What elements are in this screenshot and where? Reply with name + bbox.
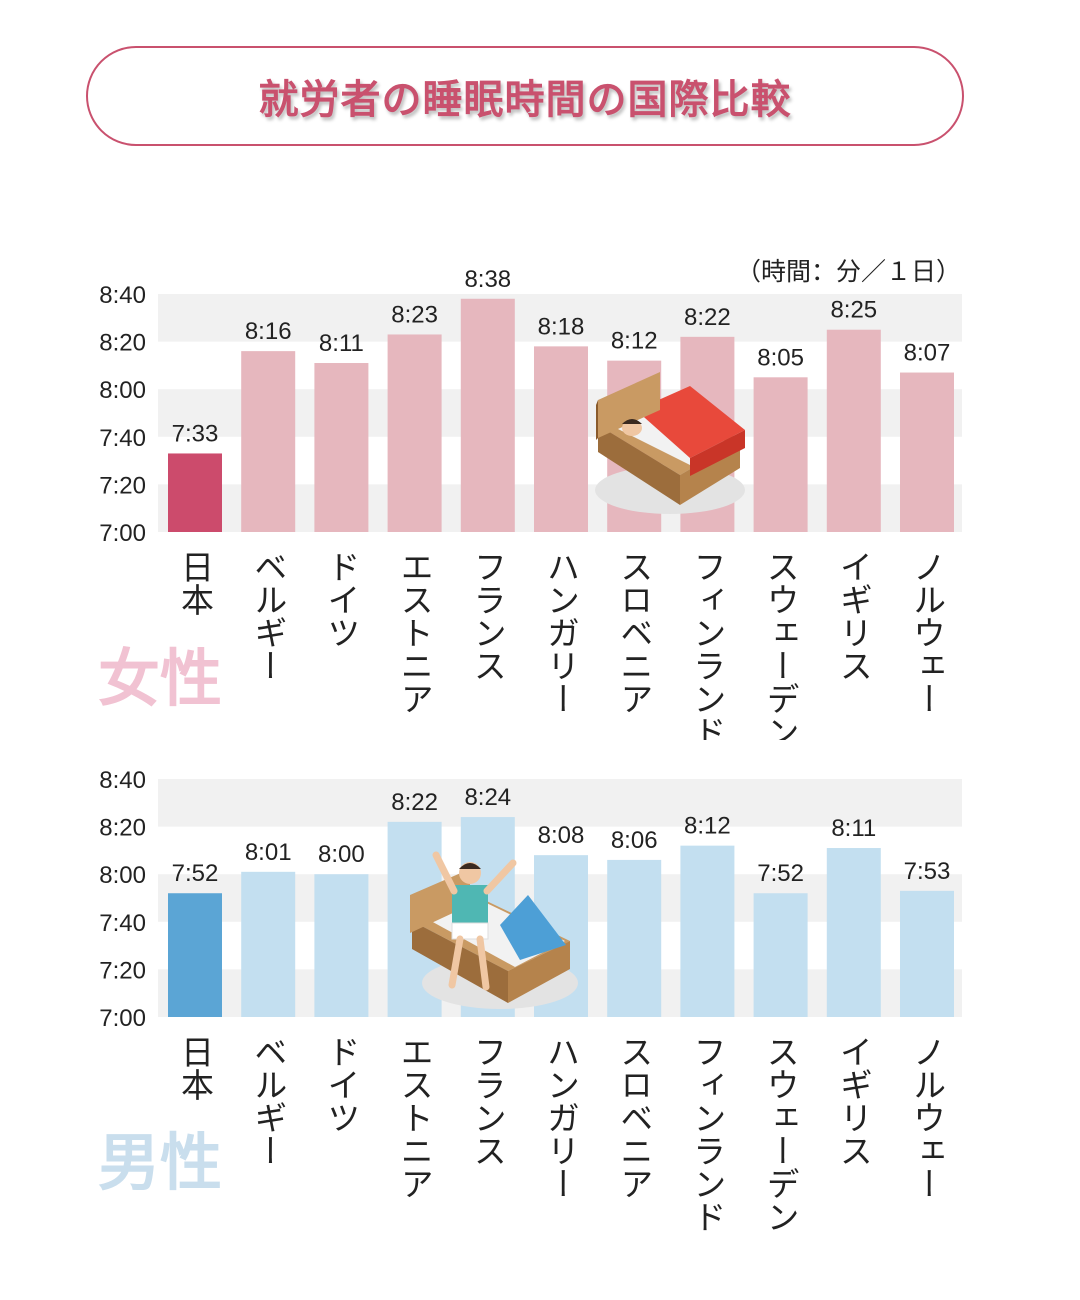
bar bbox=[460, 298, 515, 532]
data-label: 8:01 bbox=[245, 839, 292, 866]
bar bbox=[241, 871, 296, 1017]
bar bbox=[314, 363, 369, 532]
y-tick-label: 8:40 bbox=[99, 282, 146, 309]
x-category-label: ノルウェー bbox=[908, 550, 947, 715]
x-category-label: ベルギー bbox=[249, 1035, 288, 1167]
x-category-label: 日本 bbox=[176, 1035, 215, 1101]
female-chart: 7:00 7:20 7:40 8:00 8:20 8:40 7:33 日本 8:16 ベルギー 8:… bbox=[99, 266, 962, 740]
bar bbox=[900, 372, 954, 532]
bar bbox=[607, 859, 662, 1017]
bar bbox=[753, 893, 808, 1017]
data-label: 8:05 bbox=[757, 344, 804, 371]
x-category-label: スロベニア bbox=[615, 1035, 654, 1200]
y-tick-label: 7:40 bbox=[99, 425, 146, 452]
bar bbox=[168, 453, 222, 532]
data-label: 8:22 bbox=[684, 304, 731, 331]
y-tick-label: 8:00 bbox=[99, 377, 146, 404]
title-banner: 就労者の睡眠時間の国際比較 bbox=[86, 46, 964, 146]
bar bbox=[900, 890, 954, 1017]
x-category-label: エストニア bbox=[395, 550, 434, 715]
unit-label: （時間：分／１日） bbox=[736, 257, 962, 286]
data-label: 8:12 bbox=[684, 813, 731, 840]
data-label: 8:11 bbox=[831, 815, 876, 842]
bar bbox=[387, 334, 442, 532]
x-category-label: イギリス bbox=[834, 1035, 873, 1167]
y-tick-label: 7:00 bbox=[99, 1005, 146, 1032]
bar bbox=[314, 874, 369, 1017]
data-label: 7:53 bbox=[904, 858, 951, 885]
data-label: 8:06 bbox=[611, 827, 658, 854]
data-label: 8:00 bbox=[318, 841, 365, 868]
x-category-label: スロベニア bbox=[615, 550, 654, 715]
x-category-label: ノルウェー bbox=[908, 1035, 947, 1200]
data-label: 8:23 bbox=[391, 301, 438, 328]
y-tick-label: 7:20 bbox=[99, 472, 146, 499]
y-tick-label: 8:00 bbox=[99, 862, 146, 889]
x-category-label: 日本 bbox=[176, 550, 215, 616]
bar bbox=[680, 845, 735, 1017]
x-category-label: スウェーデン bbox=[761, 1035, 800, 1233]
y-tick-label: 7:40 bbox=[99, 910, 146, 937]
x-category-label: フランス bbox=[468, 550, 507, 682]
data-label: 8:08 bbox=[538, 822, 585, 849]
bar bbox=[534, 346, 588, 532]
x-category-label: ドイツ bbox=[322, 1035, 361, 1134]
data-label: 8:18 bbox=[538, 313, 585, 340]
data-label: 8:16 bbox=[245, 318, 292, 345]
data-label: 7:52 bbox=[172, 860, 219, 887]
y-tick-label: 7:00 bbox=[99, 520, 146, 547]
x-category-label: ベルギー bbox=[249, 550, 288, 682]
data-label: 7:52 bbox=[757, 860, 804, 887]
data-label: 8:12 bbox=[611, 328, 658, 355]
data-label: 8:38 bbox=[464, 266, 511, 293]
male-section-label: 男性 bbox=[98, 1126, 223, 1199]
x-category-label: フィンランド bbox=[688, 1035, 727, 1233]
y-tick-label: 8:40 bbox=[99, 767, 146, 794]
bar bbox=[753, 377, 808, 532]
x-category-label: スウェーデン bbox=[761, 550, 800, 740]
chart-title: 就労者の睡眠時間の国際比較 bbox=[258, 77, 792, 123]
x-category-label: ハンガリー bbox=[542, 550, 581, 715]
data-label: 8:22 bbox=[391, 789, 438, 816]
female-section-label: 女性 bbox=[98, 642, 223, 715]
sleeping-person-illustration bbox=[595, 372, 745, 514]
y-tick-label: 8:20 bbox=[99, 815, 146, 842]
x-category-label: フランス bbox=[468, 1035, 507, 1167]
data-label: 8:24 bbox=[464, 784, 511, 811]
bar bbox=[826, 329, 881, 532]
bar bbox=[241, 351, 296, 532]
y-tick-label: 7:20 bbox=[99, 957, 146, 984]
x-category-label: ドイツ bbox=[322, 550, 361, 649]
x-category-label: ハンガリー bbox=[542, 1035, 581, 1200]
bar bbox=[168, 893, 222, 1017]
x-category-label: イギリス bbox=[834, 550, 873, 682]
x-category-label: フィンランド bbox=[688, 550, 727, 740]
data-label: 7:33 bbox=[172, 420, 219, 447]
waking-person-illustration bbox=[410, 851, 578, 1009]
data-label: 8:07 bbox=[904, 340, 951, 367]
male-chart: 7:00 7:20 7:40 8:00 8:20 8:40 7:52 日本 8:01 ベルギー 8:… bbox=[99, 767, 962, 1233]
grid-band bbox=[158, 779, 962, 827]
data-label: 8:25 bbox=[830, 297, 877, 324]
bar bbox=[826, 848, 881, 1017]
x-category-label: エストニア bbox=[395, 1035, 434, 1200]
data-label: 8:11 bbox=[319, 330, 364, 357]
y-tick-label: 8:20 bbox=[99, 330, 146, 357]
